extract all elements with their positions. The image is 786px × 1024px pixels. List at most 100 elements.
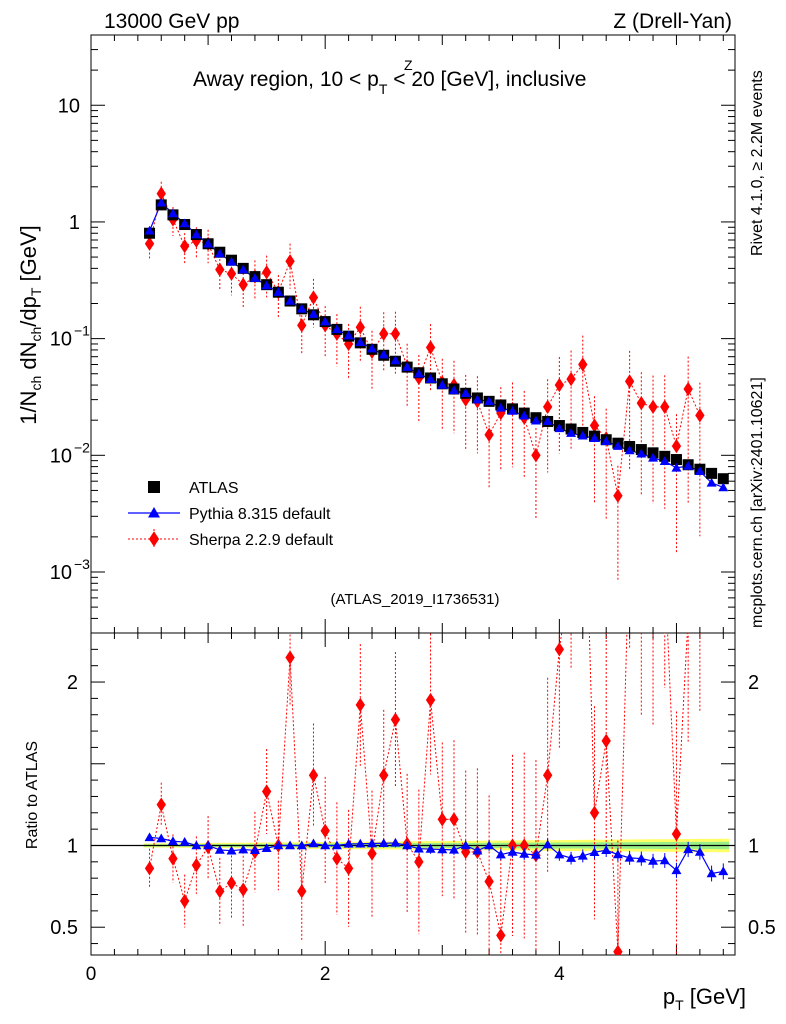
sherpa-ratio-point — [496, 928, 506, 943]
pythia-point — [390, 355, 401, 365]
y-tick-exponent: −2 — [74, 439, 90, 455]
pythia-point — [530, 415, 541, 425]
pythia-point — [648, 452, 659, 462]
pythia-point — [659, 456, 670, 465]
x-tick-label: 0 — [86, 964, 97, 985]
sherpa-point — [648, 399, 658, 415]
analysis-id: (ATLAS_2019_I1736531) — [330, 591, 499, 608]
sherpa-line — [149, 192, 701, 496]
sherpa-point — [179, 239, 190, 254]
pythia-point — [238, 264, 249, 274]
sherpa-ratio-point — [601, 733, 611, 749]
pythia-ratio-point — [296, 840, 307, 850]
sherpa-point — [589, 418, 600, 433]
sherpa-ratio-point — [484, 874, 494, 889]
sherpa-point — [308, 290, 319, 305]
pythia-ratio-point — [203, 840, 214, 850]
pythia-point — [589, 433, 600, 443]
sherpa-point — [660, 399, 670, 415]
pythia-ratio-point — [320, 840, 331, 850]
sherpa-ratio-point — [637, 593, 646, 607]
pythia-point — [191, 229, 202, 239]
x-tick-label: 4 — [554, 964, 565, 985]
sherpa-point — [238, 277, 248, 292]
pythia-point — [402, 362, 413, 371]
header-right: Z (Drell-Yan) — [613, 10, 732, 33]
sherpa-point — [144, 236, 155, 251]
y-tick-label: 10 — [50, 329, 72, 351]
rivet-label: Rivet 4.1.0, ≥ 2.2M events — [749, 70, 766, 256]
pythia-point — [378, 349, 389, 359]
pythia-point — [285, 296, 296, 305]
sherpa-ratio-point — [191, 857, 202, 873]
pythia-point — [296, 303, 307, 313]
pythia-point — [249, 273, 260, 282]
sherpa-ratio-point — [671, 826, 682, 842]
pythia-ratio-point — [413, 843, 424, 853]
ratio-panel: 0 2 4 0.5 0.5 1 1 2 2 — [50, 593, 776, 985]
pythia-ratio-point — [179, 837, 190, 846]
pythia-point — [624, 445, 635, 455]
ratio-y-axis-label: Ratio to ATLAS — [24, 741, 41, 849]
sherpa-ratio-point — [297, 884, 307, 899]
ratio-tick-label-right: 0.5 — [748, 917, 776, 939]
pythia-ratio-point — [144, 832, 155, 842]
sherpa-ratio-point — [144, 861, 155, 876]
pythia-point — [566, 428, 577, 437]
sherpa-ratio-point — [542, 768, 553, 783]
sherpa-ratio-point — [226, 875, 237, 891]
sherpa-ratio-point — [285, 650, 295, 665]
pythia-point — [437, 380, 448, 389]
y-tick-label: 1 — [69, 212, 80, 234]
pythia-point — [472, 394, 483, 404]
ratio-plot-area — [91, 593, 735, 955]
pythia-point — [343, 330, 354, 340]
pythia-ratio-point — [343, 838, 354, 848]
pythia-ratio-point — [437, 844, 448, 854]
sherpa-ratio-point — [261, 784, 272, 799]
sherpa-ratio-point — [414, 854, 424, 869]
pythia-point — [577, 430, 588, 440]
sherpa-ratio-point — [156, 797, 166, 812]
pythia-point — [718, 482, 729, 492]
sherpa-ratio-point — [320, 823, 330, 838]
sherpa-point — [191, 233, 202, 248]
sherpa-point — [683, 381, 693, 397]
sherpa-point — [531, 448, 541, 463]
sherpa-ratio-line — [149, 633, 688, 952]
pythia-point — [519, 410, 530, 420]
pythia-ratio-point — [448, 844, 459, 854]
sherpa-ratio-point — [613, 944, 623, 955]
sherpa-point — [156, 186, 166, 201]
pythia-point — [156, 197, 167, 207]
pythia-ratio-point — [589, 847, 600, 856]
pythia-point — [179, 218, 190, 228]
pythia-point — [214, 248, 225, 258]
pythia-ratio-point — [542, 839, 553, 849]
sherpa-ratio-point — [390, 712, 401, 727]
sherpa-ratio-point — [179, 893, 190, 909]
pythia-ratio-point — [624, 852, 635, 862]
pythia-ratio-point — [226, 845, 237, 855]
pythia-ratio-point — [249, 845, 260, 855]
y-tick-label: 10 — [50, 445, 72, 467]
pythia-point — [425, 374, 436, 383]
pythia-point — [495, 402, 506, 412]
sherpa-ratio-point — [425, 692, 436, 708]
legend-label: Sherpa 2.2.9 default — [189, 532, 334, 549]
sherpa-point — [542, 399, 553, 415]
legend-label: ATLAS — [189, 480, 239, 497]
pythia-point — [706, 477, 717, 487]
sherpa-point — [297, 318, 307, 333]
pythia-point — [144, 225, 155, 235]
pythia-ratio-point — [706, 868, 717, 878]
sherpa-point — [636, 395, 647, 411]
sherpa-point — [624, 374, 635, 389]
pythia-ratio-point — [261, 843, 272, 853]
pythia-point — [612, 441, 623, 450]
pythia-point — [460, 388, 471, 398]
main-frame — [90, 34, 736, 634]
pythia-ratio-point — [378, 838, 389, 847]
sherpa-point — [379, 326, 389, 341]
